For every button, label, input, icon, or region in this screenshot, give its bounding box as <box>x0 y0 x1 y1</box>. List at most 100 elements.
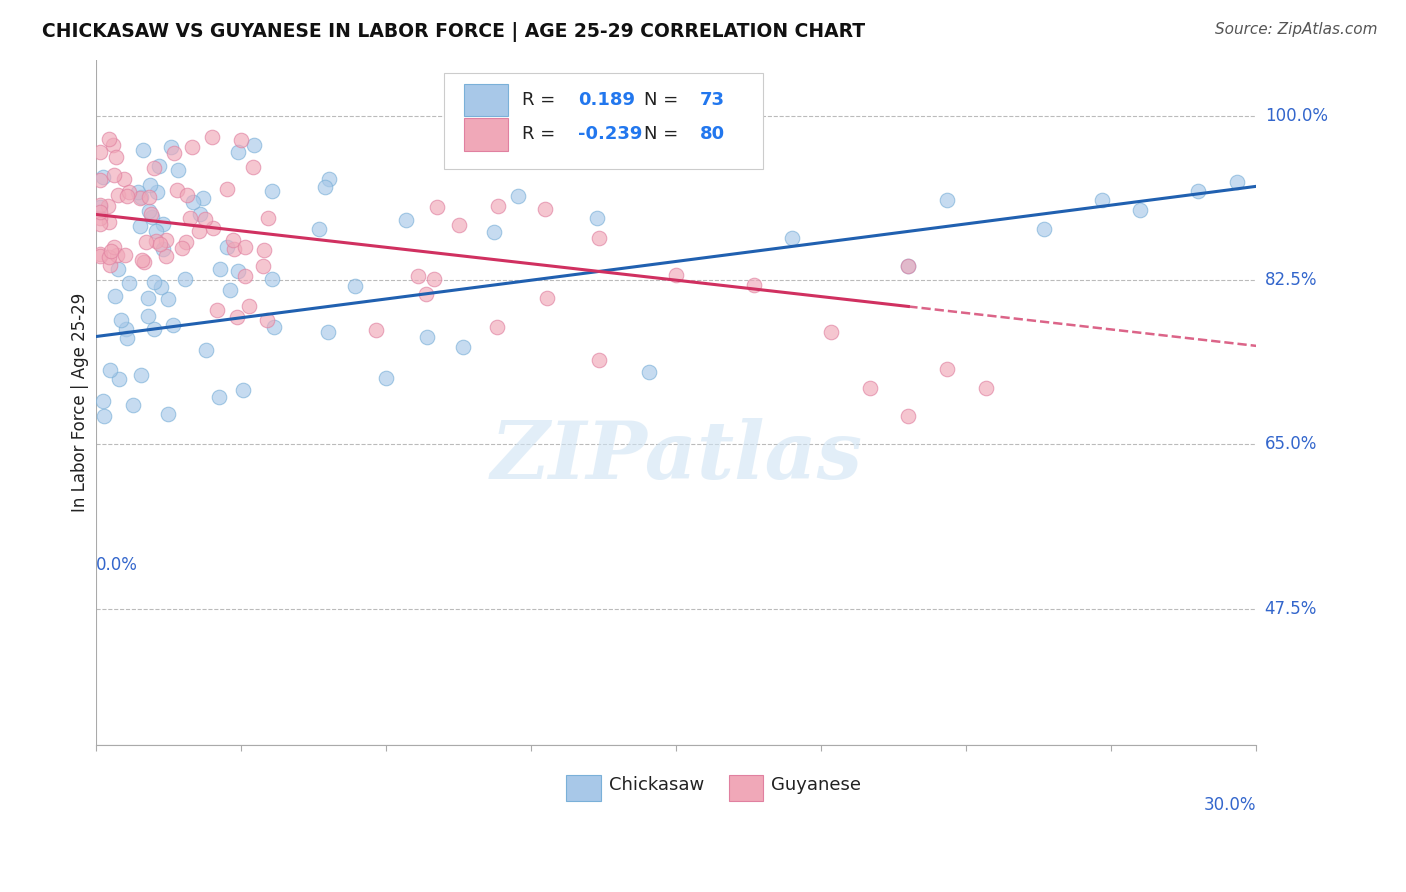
Point <box>179 211 201 225</box>
Point <box>226 264 249 278</box>
Point <box>89 204 111 219</box>
Point <box>160 140 183 154</box>
Bar <box>464 84 508 117</box>
Text: 73: 73 <box>700 91 724 109</box>
Point <box>101 138 124 153</box>
Point <box>97 215 120 229</box>
Point <box>136 309 159 323</box>
Point <box>195 343 218 357</box>
FancyBboxPatch shape <box>444 73 763 169</box>
Point <box>89 200 111 214</box>
Point <box>217 182 239 196</box>
Text: 80: 80 <box>700 125 724 144</box>
Point <box>242 137 264 152</box>
Text: 47.5%: 47.5% <box>1265 599 1317 617</box>
Point <box>141 207 163 221</box>
Point <box>588 353 610 368</box>
Point <box>219 283 242 297</box>
Point <box>135 235 157 250</box>
Point <box>638 366 661 380</box>
Y-axis label: In Labor Force | Age 25-29: In Labor Force | Age 25-29 <box>72 293 89 512</box>
Point <box>100 244 122 258</box>
Point <box>897 259 920 273</box>
Point <box>152 217 174 231</box>
Point <box>316 325 339 339</box>
Point <box>118 277 141 291</box>
Point <box>131 143 153 157</box>
Point <box>115 189 138 203</box>
Point <box>415 286 437 301</box>
Text: Source: ZipAtlas.com: Source: ZipAtlas.com <box>1215 22 1378 37</box>
Point <box>208 390 231 404</box>
Point <box>260 271 283 285</box>
Point <box>117 331 139 345</box>
Point <box>314 180 336 194</box>
Point <box>897 409 920 424</box>
Point <box>406 268 429 283</box>
Point <box>742 277 765 292</box>
Point <box>163 145 186 160</box>
Point <box>112 172 135 186</box>
Point <box>103 240 125 254</box>
Point <box>174 272 197 286</box>
Point <box>139 178 162 192</box>
Point <box>114 248 136 262</box>
Point <box>256 313 278 327</box>
Point <box>162 318 184 332</box>
Point <box>1032 221 1054 235</box>
Bar <box>567 775 600 801</box>
Point <box>152 243 174 257</box>
Text: 65.0%: 65.0% <box>1265 435 1317 453</box>
Point <box>1226 175 1249 189</box>
Point <box>91 170 114 185</box>
Point <box>486 199 509 213</box>
Point <box>508 188 530 202</box>
Point <box>215 240 238 254</box>
Point <box>176 187 198 202</box>
Text: 0.0%: 0.0% <box>96 557 138 574</box>
Point <box>318 172 340 186</box>
Point <box>585 211 607 225</box>
Point <box>89 172 111 186</box>
Text: -0.239: -0.239 <box>578 125 643 144</box>
Point <box>155 249 177 263</box>
Point <box>252 259 274 273</box>
Point <box>1091 194 1114 208</box>
Point <box>138 204 160 219</box>
Point <box>145 234 167 248</box>
Point <box>820 325 842 339</box>
Text: N =: N = <box>644 125 683 144</box>
Point <box>486 319 509 334</box>
Point <box>89 198 111 212</box>
Point <box>146 185 169 199</box>
Text: CHICKASAW VS GUYANESE IN LABOR FORCE | AGE 25-29 CORRELATION CHART: CHICKASAW VS GUYANESE IN LABOR FORCE | A… <box>42 22 865 42</box>
Point <box>97 199 120 213</box>
Point <box>205 303 228 318</box>
Point <box>98 132 121 146</box>
Point <box>225 310 247 324</box>
Point <box>141 210 163 224</box>
Point <box>262 184 284 198</box>
Point <box>105 150 128 164</box>
Point <box>256 211 278 225</box>
Point <box>89 211 111 226</box>
Point <box>118 185 141 199</box>
Point <box>423 272 446 286</box>
Point <box>191 191 214 205</box>
Point <box>129 368 152 382</box>
Point <box>183 195 205 210</box>
Point <box>127 185 149 199</box>
Point <box>484 225 506 239</box>
Point <box>936 362 959 376</box>
Text: 100.0%: 100.0% <box>1265 107 1327 125</box>
Point <box>1187 184 1209 198</box>
Point <box>145 224 167 238</box>
Point <box>859 381 882 395</box>
Point <box>150 279 173 293</box>
Point <box>936 194 959 208</box>
Text: N =: N = <box>644 91 683 109</box>
Point <box>89 249 111 263</box>
Point <box>166 183 188 197</box>
Text: Guyanese: Guyanese <box>772 775 862 794</box>
Point <box>98 362 121 376</box>
